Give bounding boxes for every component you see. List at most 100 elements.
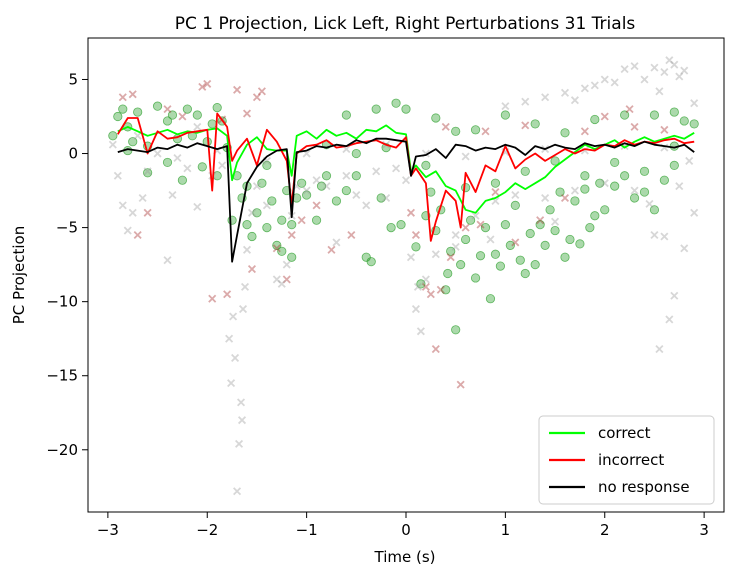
trial-point-x	[257, 87, 266, 96]
trial-point-circle	[669, 107, 679, 117]
trial-point-circle	[545, 205, 555, 215]
trial-point-circle	[443, 268, 453, 279]
trial-point-x	[640, 75, 649, 84]
trial-point-x	[347, 230, 356, 240]
trial-point-x	[476, 220, 485, 229]
y-tick-label: −20	[46, 441, 78, 459]
trial-point-circle	[480, 223, 491, 233]
trial-point-x	[332, 238, 341, 247]
trial-point-circle	[639, 187, 650, 197]
trial-point-circle	[461, 183, 471, 193]
trial-point-x	[431, 250, 440, 259]
series-line-no-response	[117, 137, 695, 263]
trial-point-circle	[182, 104, 192, 114]
trial-point-x	[168, 190, 177, 200]
trial-point-x	[491, 188, 500, 197]
trial-point-x	[247, 208, 257, 217]
trial-point-circle	[272, 240, 282, 250]
trial-point-x	[421, 275, 430, 284]
trial-point-x	[670, 60, 679, 69]
trial-point-x	[312, 176, 321, 185]
trial-point-circle	[297, 178, 307, 188]
legend-label-no-response: no response	[598, 478, 690, 496]
trial-point-x	[240, 282, 250, 291]
trial-point-x	[426, 290, 435, 299]
trial-point-circle	[580, 171, 590, 181]
trial-point-circle	[257, 178, 267, 188]
y-tick-label: −10	[46, 293, 78, 311]
trial-point-circle	[416, 279, 426, 289]
trial-point-circle	[565, 234, 575, 245]
trial-point-x	[229, 312, 238, 321]
trial-point-circle	[620, 171, 630, 181]
trial-point-circle	[341, 185, 351, 196]
trial-point-x	[277, 279, 286, 288]
y-tick-label: −15	[46, 367, 78, 385]
trial-point-x	[218, 161, 227, 170]
trial-point-circle	[441, 285, 451, 295]
trial-point-circle	[530, 119, 540, 129]
trial-point-x	[128, 208, 137, 217]
trial-point-x	[227, 379, 236, 388]
trial-point-x	[411, 305, 420, 314]
trial-point-circle	[500, 220, 510, 230]
trial-point-circle	[595, 178, 605, 188]
trial-point-x	[128, 90, 137, 99]
trial-point-x	[680, 244, 689, 253]
trial-point-circle	[277, 215, 287, 225]
legend-box	[538, 415, 715, 505]
legend-label-correct: correct	[598, 424, 651, 442]
x-tick-label: 1	[501, 521, 511, 539]
trial-point-circle	[197, 162, 207, 172]
trial-point-x	[327, 245, 336, 254]
trial-point-x	[600, 112, 609, 121]
trial-point-x	[118, 93, 127, 102]
x-tick-label: 0	[401, 521, 411, 539]
trial-point-x	[237, 398, 246, 407]
trial-point-x	[233, 487, 242, 496]
trial-point-x	[252, 182, 261, 191]
trial-point-x	[262, 201, 271, 210]
trial-point-x	[436, 285, 445, 294]
trial-point-x	[655, 87, 664, 96]
series-line-correct	[117, 124, 695, 214]
trial-point-x	[163, 105, 172, 114]
trial-point-x	[630, 62, 639, 71]
trial-point-x	[521, 121, 530, 130]
trial-point-x	[252, 93, 261, 102]
trial-point-x	[153, 149, 162, 158]
trial-point-circle	[585, 223, 595, 233]
trial-point-circle	[113, 111, 123, 122]
trial-point-circle	[177, 175, 188, 185]
trial-point-circle	[316, 181, 327, 191]
trial-point-x	[675, 182, 684, 191]
trial-point-circle	[475, 251, 486, 261]
trial-point-x	[352, 190, 361, 200]
trial-point-x	[580, 84, 589, 93]
x-tick-label: −3	[97, 521, 119, 539]
trial-point-circle	[143, 168, 153, 178]
trial-point-x	[123, 226, 132, 235]
trial-point-x	[630, 186, 639, 195]
trial-point-circle	[401, 104, 411, 114]
trial-point-circle	[421, 160, 431, 170]
trial-point-circle	[510, 200, 520, 210]
trial-point-x	[620, 65, 629, 74]
trial-point-circle	[689, 119, 699, 129]
trial-point-x	[372, 167, 381, 176]
trial-point-circle	[525, 228, 535, 239]
trial-point-circle	[446, 246, 456, 256]
trial-point-x	[322, 182, 331, 191]
trial-point-x	[536, 216, 545, 225]
trial-point-x	[193, 202, 202, 211]
trial-point-circle	[391, 98, 401, 108]
trial-point-x	[138, 193, 147, 203]
trial-point-circle	[287, 252, 297, 262]
y-tick-label: 5	[68, 70, 78, 88]
trial-point-x	[342, 171, 351, 180]
trial-point-circle	[465, 215, 476, 225]
trial-point-x	[511, 190, 520, 200]
trial-point-circle	[376, 193, 386, 203]
trial-point-circle	[540, 240, 550, 250]
